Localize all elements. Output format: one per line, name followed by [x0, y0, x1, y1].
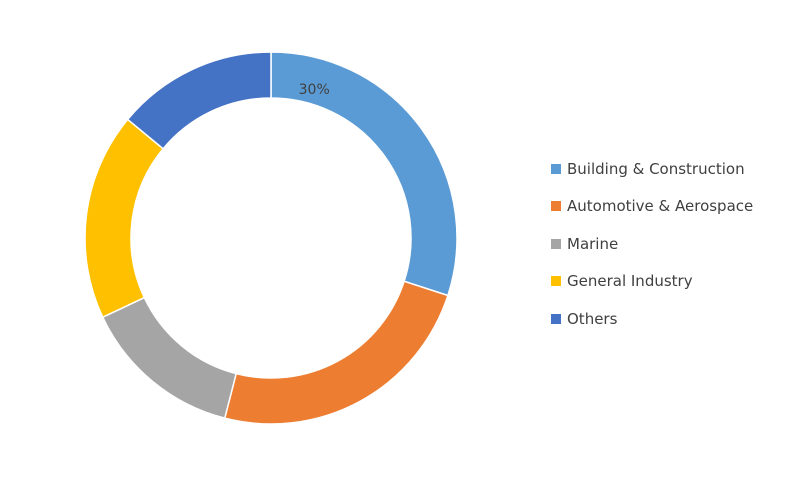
- slice-general-industry: [84, 118, 165, 319]
- legend-label: Automotive & Aerospace: [567, 197, 754, 216]
- legend-label: Marine: [567, 234, 619, 253]
- slice-others: [126, 51, 272, 150]
- legend-item: General Industry: [551, 263, 753, 301]
- legend-item: Automotive & Aerospace: [551, 188, 753, 226]
- legend-swatch: [551, 201, 561, 212]
- legend-item: Building & Construction: [551, 150, 753, 188]
- legend-swatch: [551, 163, 561, 174]
- donut-slices: [84, 51, 458, 425]
- legend-item: Others: [551, 300, 753, 338]
- legend-swatch: [551, 313, 561, 324]
- legend-label: General Industry: [567, 272, 693, 291]
- legend-swatch: [551, 238, 561, 249]
- slice-automotive-aerospace: [223, 280, 449, 425]
- legend-label: Building & Construction: [567, 159, 745, 178]
- data-label-0: 30%: [299, 82, 330, 98]
- slice-marine: [101, 296, 238, 420]
- chart-legend: Building & Construction Automotive & Aero…: [551, 150, 753, 338]
- legend-swatch: [551, 276, 561, 287]
- legend-item: Marine: [551, 225, 753, 263]
- legend-label: Others: [567, 309, 618, 328]
- data-labels: 30%: [299, 82, 330, 98]
